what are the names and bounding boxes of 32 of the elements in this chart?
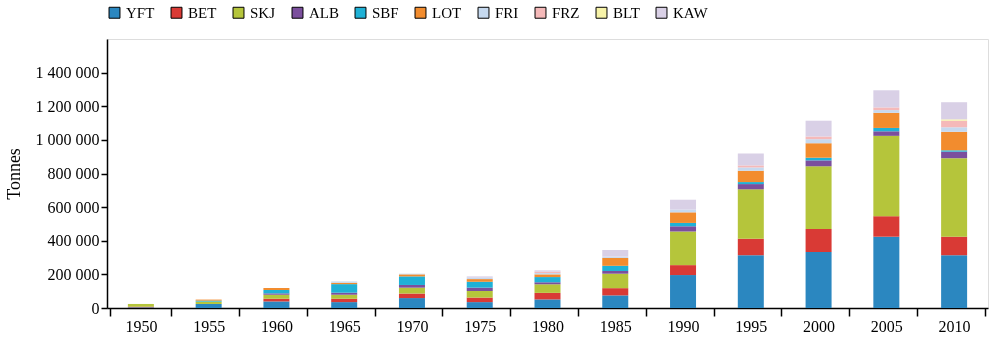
x-tick-label: 2010 xyxy=(938,317,971,335)
x-tick-label: 1980 xyxy=(532,317,564,335)
legend-label: YFT xyxy=(126,4,155,21)
x-tick-label: 1950 xyxy=(125,317,158,335)
y-tick-label: 1 000 000 xyxy=(35,131,100,149)
legend-label: BLT xyxy=(613,4,640,21)
y-tick-label: 200 000 xyxy=(47,265,100,283)
legend-label: KAW xyxy=(673,4,709,21)
x-tick-label: 1995 xyxy=(735,317,768,335)
y-axis-title: Tonnes xyxy=(3,148,24,200)
y-tick-label: 0 xyxy=(91,299,100,317)
x-tick-label: 1960 xyxy=(260,317,293,335)
legend-label: BET xyxy=(188,4,217,21)
legend-label: LOT xyxy=(432,4,462,21)
legend-label: FRZ xyxy=(552,4,580,21)
y-tick-label: 400 000 xyxy=(47,232,100,250)
x-tick-label: 1985 xyxy=(599,317,632,335)
legend-label: SKJ xyxy=(250,4,276,21)
legend-label: FRI xyxy=(495,4,519,21)
y-tick-label: 1 400 000 xyxy=(35,64,100,82)
x-tick-label: 2005 xyxy=(870,317,903,335)
y-tick-label: 800 000 xyxy=(47,165,100,182)
x-tick-label: 2000 xyxy=(803,317,836,335)
x-tick-label: 1990 xyxy=(667,317,700,335)
x-tick-label: 1955 xyxy=(193,317,226,335)
x-tick-label: 1965 xyxy=(328,317,361,335)
y-tick-label: 600 000 xyxy=(47,198,100,216)
legend-label: ALB xyxy=(309,4,339,21)
y-tick-label: 1 200 000 xyxy=(35,97,100,115)
x-tick-label: 1975 xyxy=(464,317,497,335)
x-tick-label: 1970 xyxy=(396,317,429,335)
legend-label: SBF xyxy=(372,4,399,21)
